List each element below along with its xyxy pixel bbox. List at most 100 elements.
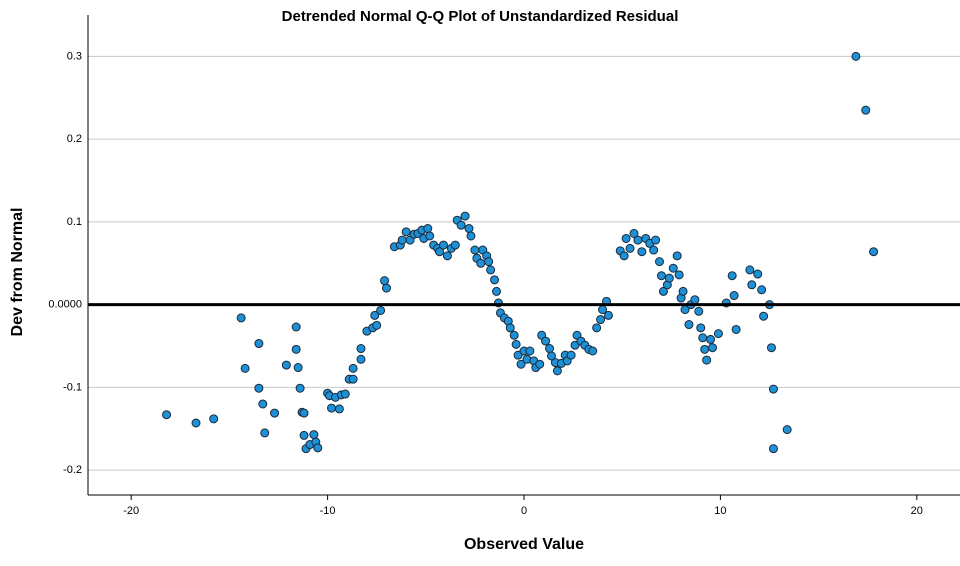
data-point: [334, 404, 344, 414]
data-point: [766, 343, 776, 353]
data-point: [460, 211, 470, 221]
data-point: [656, 271, 666, 281]
data-point: [535, 359, 545, 369]
data-point: [546, 351, 556, 361]
data-point: [254, 339, 264, 349]
data-point: [541, 336, 551, 346]
data-point: [684, 320, 694, 330]
data-point: [258, 399, 268, 409]
data-point: [745, 265, 755, 275]
data-point: [291, 344, 301, 354]
data-point: [466, 231, 476, 241]
data-point: [731, 324, 741, 334]
data-point: [486, 265, 496, 275]
data-point: [484, 257, 494, 267]
data-point: [566, 350, 576, 360]
data-point: [162, 410, 172, 420]
points: [162, 51, 879, 454]
x-tick-label: 10: [714, 505, 726, 517]
y-axis-label: Dev from Normal: [9, 208, 26, 337]
data-point: [313, 443, 323, 453]
data-point: [698, 333, 708, 343]
x-axis-label: Observed Value: [464, 536, 584, 553]
data-point: [450, 240, 460, 250]
data-point: [509, 330, 519, 340]
data-point: [476, 258, 486, 268]
y-tick-label: 0.2: [67, 133, 82, 145]
data-point: [309, 430, 319, 440]
data-point: [655, 257, 665, 267]
data-point: [254, 383, 264, 393]
data-point: [464, 224, 474, 234]
data-point: [348, 374, 358, 384]
data-point: [672, 251, 682, 261]
data-point: [490, 275, 500, 285]
data-point: [757, 285, 767, 295]
data-point: [356, 354, 366, 364]
data-point: [690, 295, 700, 305]
data-point: [492, 286, 502, 296]
data-point: [713, 329, 723, 339]
data-point: [456, 220, 466, 230]
x-tick-label: 20: [911, 505, 923, 517]
data-point: [552, 366, 562, 376]
data-point: [696, 323, 706, 333]
data-point: [260, 428, 270, 438]
data-point: [658, 286, 668, 296]
data-point: [603, 310, 613, 320]
x-tick-label: 0: [521, 505, 527, 517]
data-point: [768, 444, 778, 454]
data-point: [372, 320, 382, 330]
data-point: [759, 311, 769, 321]
data-point: [438, 240, 448, 250]
x-tick-label: -10: [320, 505, 336, 517]
data-point: [633, 235, 643, 245]
data-point: [191, 418, 201, 428]
grid: [88, 55, 960, 471]
data-point: [727, 271, 737, 281]
data-point: [270, 408, 280, 418]
data-point: [425, 231, 435, 241]
data-point: [236, 313, 246, 323]
data-point: [299, 430, 309, 440]
y-tick-label: -0.1: [63, 381, 82, 393]
data-point: [356, 344, 366, 354]
data-point: [382, 283, 392, 293]
data-point: [708, 343, 718, 353]
data-point: [625, 243, 635, 253]
data-point: [700, 344, 710, 354]
y-tick-label: 0.0000: [48, 299, 82, 311]
data-point: [621, 233, 631, 243]
data-point: [706, 334, 716, 344]
data-point: [588, 346, 598, 356]
data-point: [340, 389, 350, 399]
data-point: [370, 310, 380, 320]
data-point: [619, 251, 629, 261]
data-point: [281, 360, 291, 370]
data-point: [209, 414, 219, 424]
data-point: [525, 346, 535, 356]
y-tick-label: 0.3: [67, 50, 82, 62]
y-tick-label: 0.1: [67, 216, 82, 228]
data-point: [637, 247, 647, 257]
data-point: [753, 269, 763, 279]
data-point: [376, 305, 386, 315]
data-point: [651, 235, 661, 245]
data-point: [702, 355, 712, 365]
data-point: [516, 359, 526, 369]
data-point: [327, 403, 337, 413]
data-point: [442, 251, 452, 261]
data-point: [668, 263, 678, 273]
data-point: [674, 270, 684, 280]
data-point: [295, 383, 305, 393]
data-point: [299, 408, 309, 418]
data-point: [869, 247, 879, 257]
data-point: [348, 363, 358, 373]
data-point: [401, 227, 411, 237]
data-point: [729, 291, 739, 301]
data-point: [423, 224, 433, 234]
data-point: [505, 323, 515, 333]
data-point: [649, 245, 659, 255]
